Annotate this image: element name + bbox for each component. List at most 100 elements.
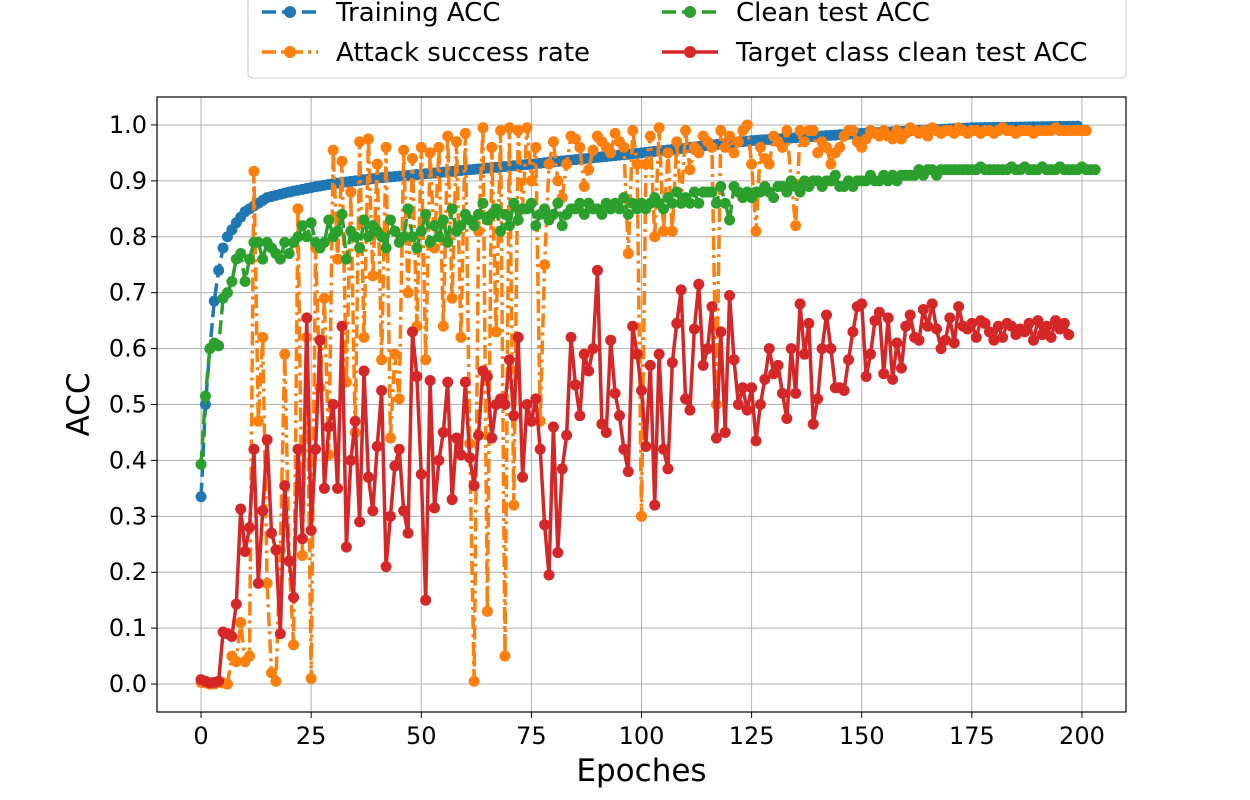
data-point [1019,326,1031,338]
data-point [763,158,775,170]
data-point [495,125,507,137]
data-point [724,214,736,226]
data-point [843,354,855,366]
data-point [314,334,326,346]
data-point [790,387,802,399]
legend-marker [284,46,296,58]
data-point [406,326,418,338]
data-point [270,675,282,687]
data-point [332,482,344,494]
data-point [362,231,374,243]
data-point [715,326,727,338]
data-point [781,186,793,198]
data-point [948,337,960,349]
data-point [675,284,687,296]
data-point [574,141,586,153]
data-point [649,499,661,511]
data-point [737,382,749,394]
data-point [398,505,410,517]
data-point [671,317,683,329]
data-point [296,220,308,232]
data-point [583,164,595,176]
data-point [825,343,837,355]
data-point [402,203,414,215]
data-point [1005,320,1017,332]
data-point [1041,320,1053,332]
data-point [979,317,991,329]
data-point [935,343,947,355]
data-point [261,577,273,589]
data-point [283,248,295,260]
data-point [376,231,388,243]
data-point [838,385,850,397]
data-point [706,141,718,153]
data-point [199,399,211,410]
data-point [552,547,564,559]
data-point [719,141,731,153]
data-point [763,343,775,355]
data-point [517,471,529,483]
data-point [693,147,705,159]
data-point [939,334,951,346]
data-point [235,617,247,629]
data-point [644,359,656,371]
data-point [468,220,480,232]
data-point [451,432,463,444]
data-point [477,197,489,209]
data-point [455,449,467,461]
data-point [781,412,793,424]
data-point [521,399,533,410]
data-point [556,220,568,232]
data-point [622,248,634,260]
data-point [741,119,753,131]
data-point [446,203,458,215]
data-point [746,382,758,394]
data-point [578,208,590,220]
data-point [759,373,771,385]
data-point [847,326,859,338]
data-point [820,141,832,153]
data-point [195,458,207,470]
data-point [1023,317,1035,329]
data-point [860,371,872,383]
data-point [887,373,899,385]
legend-marker [684,46,696,58]
data-point [376,354,388,366]
data-point [318,292,330,304]
data-point [332,253,344,265]
x-tick-label: 75 [516,722,547,750]
legend-label: Attack success rate [336,38,590,68]
data-point [512,125,524,137]
data-point [530,141,542,153]
x-tick-label: 25 [296,722,327,750]
data-point [719,197,731,209]
data-point [402,287,414,299]
data-point [609,127,621,139]
data-point [525,175,537,187]
data-point [997,331,1009,343]
data-point [473,208,485,220]
data-point [1058,317,1070,329]
data-point [640,440,652,452]
data-point [860,133,872,145]
data-point [904,309,916,321]
data-point [270,544,282,556]
data-point [468,675,480,687]
data-point [499,650,511,662]
legend-item-attack: Attack success rate [262,38,590,68]
data-point [468,480,480,492]
data-point [389,460,401,472]
data-point [208,295,220,307]
data-point [459,127,471,139]
data-point [552,175,564,187]
data-point [530,393,542,405]
data-point [195,491,207,503]
y-tick-label: 0.7 [109,279,147,307]
data-point [671,186,683,198]
data-point [508,197,520,209]
data-point [261,434,273,446]
data-point [266,667,278,679]
x-tick-label: 175 [949,722,995,750]
data-point [754,141,766,153]
data-point [750,225,762,237]
